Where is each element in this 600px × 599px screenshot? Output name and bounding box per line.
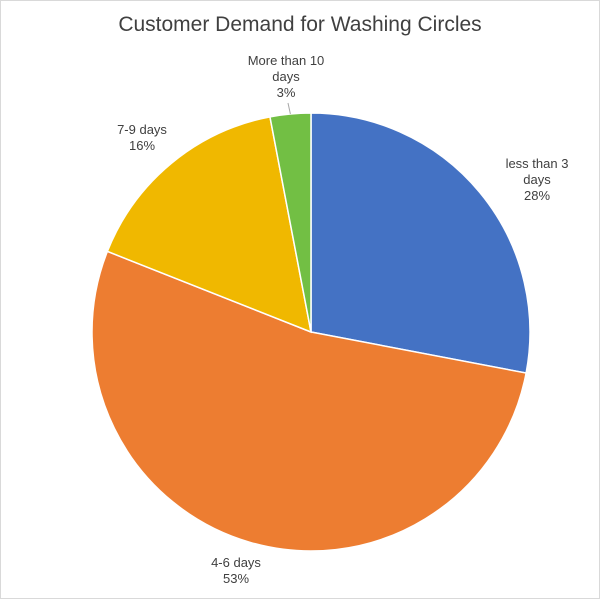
- chart-title: Customer Demand for Washing Circles: [118, 13, 482, 36]
- pie-slice-more-than-10-days: [269, 112, 312, 333]
- pie-slice-less-than-3-days: [310, 112, 531, 374]
- data-label-less-than-3-days: less than 3 days 28%: [506, 156, 569, 203]
- pie-slice-7-9-days: [106, 116, 312, 334]
- data-label-more-than-10-days: More than 10 days 3%: [248, 53, 325, 100]
- data-label-7-9-days: 7-9 days 16%: [117, 122, 167, 153]
- data-label-4-6-days: 4-6 days 53%: [211, 555, 261, 586]
- leader-line: [287, 102, 291, 115]
- pie-slice-4-6-days: [91, 250, 527, 552]
